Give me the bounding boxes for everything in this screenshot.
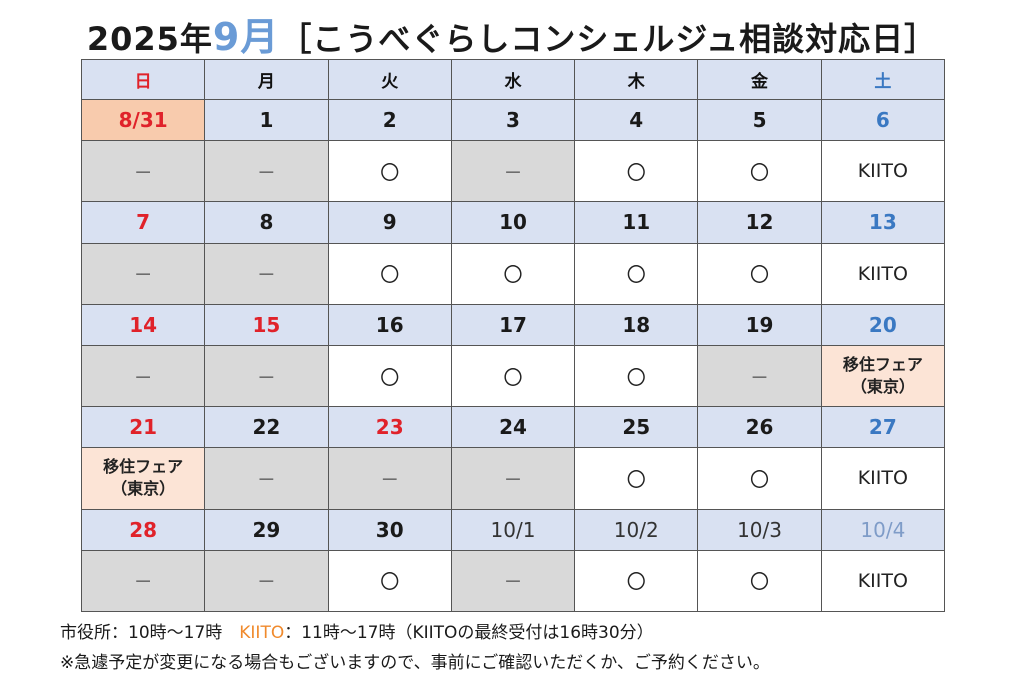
status-row: －－〇－〇〇 KIITO — [80, 140, 946, 203]
weekday-fri: 金 — [697, 59, 822, 100]
footer-note: ※急遽予定が変更になる場合もございますので、事前にご確認いただくか、ご予約くださ… — [60, 653, 770, 673]
date-cell: 4 — [574, 98, 699, 142]
status-closed: － — [80, 140, 206, 203]
status-open: 〇 — [697, 447, 822, 510]
date-cell: 12 — [697, 201, 822, 244]
date-cell: 2 — [327, 98, 452, 142]
date-cell: 10/2 — [574, 508, 699, 551]
status-closed: － — [80, 242, 206, 305]
status-closed: － — [80, 344, 206, 408]
date-row: 7 8 9 10 11 12 13 — [80, 201, 946, 244]
date-cell: 1 — [204, 98, 329, 142]
date-cell: 22 — [204, 406, 329, 449]
status-open: 〇 — [327, 344, 452, 408]
weekday-thu: 木 — [574, 59, 699, 100]
footer-kiito-label: KIITO — [239, 623, 285, 643]
status-row: －－〇〇〇－移住フェア （東京） — [80, 344, 946, 408]
status-open: 〇 — [574, 140, 699, 203]
calendar-table: 日 月 火 水 木 金 土 8/31 1 2 3 4 5 6 －－〇－〇〇 KIITO 7 8 9 10… — [80, 59, 946, 613]
status-open: 〇 — [574, 447, 699, 510]
date-cell: 10 — [450, 201, 576, 244]
status-kiito: KIITO — [820, 549, 946, 613]
date-cell: 10/1 — [450, 508, 576, 551]
status-open: 〇 — [327, 549, 452, 613]
date-cell: 14 — [80, 303, 206, 346]
status-open: 〇 — [450, 344, 576, 408]
date-cell: 11 — [574, 201, 699, 244]
date-cell: 15 — [204, 303, 329, 346]
status-closed: － — [204, 447, 329, 510]
weekday-tue: 火 — [327, 59, 452, 100]
title-subtitle: ［こうべぐらしコンシェルジュ相談対応日］ — [279, 20, 938, 58]
date-row: 21 22 23 24 25 26 27 — [80, 406, 946, 449]
status-open: 〇 — [697, 549, 822, 613]
date-cell: 23 — [327, 406, 452, 449]
date-row: 8/31 1 2 3 4 5 6 — [80, 98, 946, 142]
date-cell: 26 — [697, 406, 822, 449]
status-open: 〇 — [574, 344, 699, 408]
status-closed: － — [450, 140, 576, 203]
date-cell: 10/4 — [820, 508, 946, 551]
status-kiito: KIITO — [820, 140, 946, 203]
date-cell: 10/3 — [697, 508, 822, 551]
date-cell: 18 — [574, 303, 699, 346]
date-cell: 25 — [574, 406, 699, 449]
date-cell: 9 — [327, 201, 452, 244]
date-cell: 28 — [80, 508, 206, 551]
date-cell: 17 — [450, 303, 576, 346]
date-row: 14 15 16 17 18 19 20 — [80, 303, 946, 346]
date-cell: 24 — [450, 406, 576, 449]
date-cell: 20 — [820, 303, 946, 346]
date-cell: 3 — [450, 98, 576, 142]
status-closed: － — [204, 549, 329, 613]
status-open: 〇 — [450, 242, 576, 305]
footer-city-hours: 市役所：10時～17時 — [60, 623, 240, 643]
status-row: －－〇〇〇〇 KIITO — [80, 242, 946, 305]
footer-kiito-hours: ：11時～17時（KIITOの最終受付は16時30分） — [284, 623, 654, 643]
weekday-header-row: 日 月 火 水 木 金 土 — [80, 59, 946, 100]
footer-hours: 市役所：10時～17時 KIITO：11時～17時（KIITOの最終受付は16時… — [60, 618, 654, 643]
status-closed: － — [450, 447, 576, 510]
status-event: 移住フェア （東京） — [820, 344, 946, 408]
status-closed: － — [80, 549, 206, 613]
weekday-sun: 日 — [80, 59, 206, 100]
weekday-mon: 月 — [204, 59, 329, 100]
status-open: 〇 — [574, 549, 699, 613]
date-cell: 16 — [327, 303, 452, 346]
title-year: 2025年 — [86, 20, 213, 58]
date-cell: 6 — [820, 98, 946, 142]
date-row: 28 29 30 10/1 10/2 10/3 10/4 — [80, 508, 946, 551]
status-open: 〇 — [697, 140, 822, 203]
page-title: 2025年9月［こうべぐらしコンシェルジュ相談対応日］ — [0, 6, 1024, 61]
date-cell: 7 — [80, 201, 206, 244]
date-cell: 13 — [820, 201, 946, 244]
title-month: 9月 — [212, 15, 280, 59]
status-closed: － — [204, 242, 329, 305]
status-open: 〇 — [697, 242, 822, 305]
status-open: 〇 — [327, 140, 452, 203]
status-open: 〇 — [574, 242, 699, 305]
status-closed: － — [327, 447, 452, 510]
weekday-sat: 土 — [820, 59, 946, 100]
status-closed: － — [450, 549, 576, 613]
date-cell: 5 — [697, 98, 822, 142]
status-row: 移住フェア （東京）－－－〇〇 KIITO — [80, 447, 946, 510]
status-kiito: KIITO — [820, 242, 946, 305]
status-event: 移住フェア （東京） — [80, 447, 206, 510]
status-closed: － — [204, 140, 329, 203]
status-kiito: KIITO — [820, 447, 946, 510]
status-closed: － — [204, 344, 329, 408]
date-cell: 8/31 — [80, 98, 206, 142]
weekday-wed: 水 — [450, 59, 576, 100]
status-row: －－〇－〇〇 KIITO — [80, 549, 946, 613]
date-cell: 27 — [820, 406, 946, 449]
date-cell: 29 — [204, 508, 329, 551]
date-cell: 21 — [80, 406, 206, 449]
date-cell: 30 — [327, 508, 452, 551]
date-cell: 19 — [697, 303, 822, 346]
status-open: 〇 — [327, 242, 452, 305]
date-cell: 8 — [204, 201, 329, 244]
status-closed: － — [697, 344, 822, 408]
